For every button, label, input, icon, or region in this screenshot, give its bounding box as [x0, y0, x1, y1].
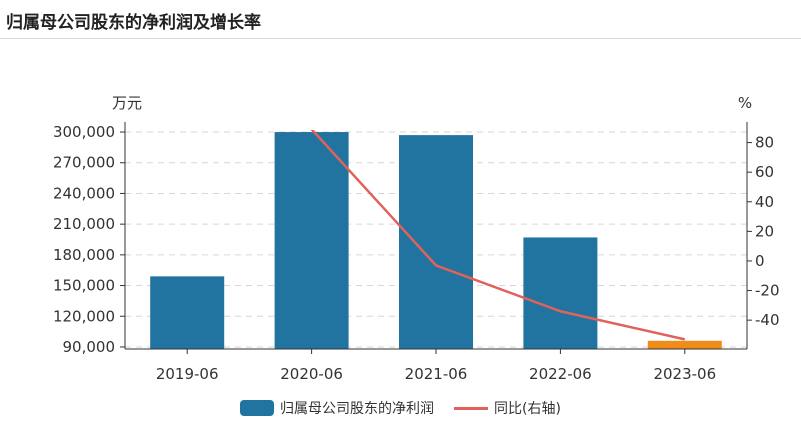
right-tick-label: 60 — [755, 163, 774, 181]
chart-title: 归属母公司股东的净利润及增长率 — [6, 13, 261, 33]
bar-2023-06 — [647, 340, 722, 349]
right-axis-unit: % — [738, 94, 752, 112]
left-tick-label: 270,000 — [53, 154, 115, 172]
chart-legend: 归属母公司股东的净利润 同比(右轴) — [0, 398, 801, 418]
bar-2022-06 — [523, 237, 598, 349]
left-tick-label: 180,000 — [53, 246, 115, 264]
left-tick-label: 240,000 — [53, 184, 115, 202]
right-tick-label: -40 — [755, 311, 780, 329]
legend-line-swatch — [454, 400, 489, 416]
legend-bar-swatch — [240, 400, 275, 416]
left-tick-label: 210,000 — [53, 215, 115, 233]
right-tick-label: 80 — [755, 134, 774, 152]
x-tick-label: 2022-06 — [529, 365, 592, 383]
x-tick-label: 2019-06 — [156, 365, 219, 383]
left-tick-label: 150,000 — [53, 277, 115, 295]
x-tick-label: 2023-06 — [653, 365, 716, 383]
left-axis-unit: 万元 — [112, 94, 142, 112]
chart-header: 归属母公司股东的净利润及增长率 — [0, 0, 801, 39]
yoy-line — [310, 130, 686, 341]
left-tick-label: 300,000 — [53, 123, 115, 141]
bar-2019-06 — [150, 276, 225, 349]
legend-item-yoy[interactable]: 同比(右轴) — [454, 398, 561, 418]
left-tick-label: 90,000 — [63, 338, 116, 356]
left-tick-label: 120,000 — [53, 307, 115, 325]
x-tick-label: 2020-06 — [280, 365, 343, 383]
right-tick-label: 20 — [755, 222, 774, 240]
bar-2020-06 — [274, 132, 349, 349]
legend-item-net-profit[interactable]: 归属母公司股东的净利润 — [240, 398, 434, 418]
legend-label-yoy: 同比(右轴) — [494, 401, 561, 417]
legend-label-net-profit: 归属母公司股东的净利润 — [280, 401, 435, 417]
x-tick-label: 2021-06 — [405, 365, 468, 383]
right-tick-label: 40 — [755, 193, 774, 211]
bar-2021-06 — [399, 135, 473, 349]
right-tick-label: 0 — [755, 252, 765, 270]
right-tick-label: -20 — [755, 282, 780, 300]
